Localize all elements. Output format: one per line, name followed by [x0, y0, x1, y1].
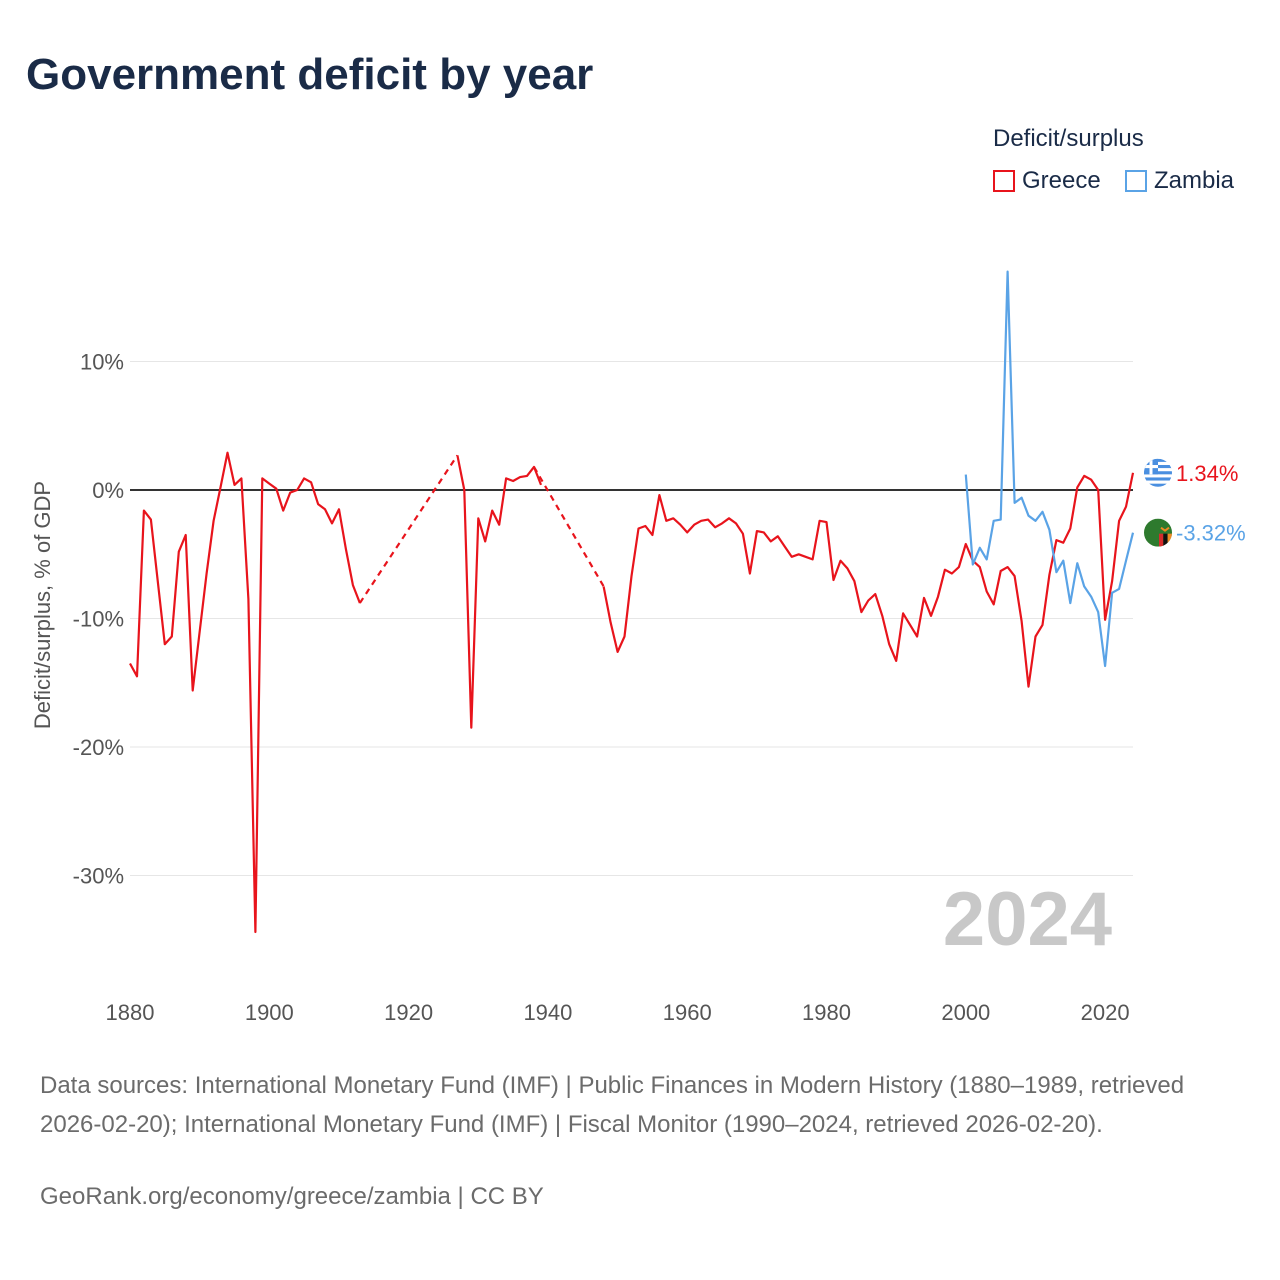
flag-greece-icon	[1144, 458, 1172, 487]
chart-title: Government deficit by year	[26, 50, 594, 99]
x-tick-label: 1940	[523, 1000, 572, 1025]
year-label: 2024	[943, 877, 1112, 962]
legend-swatch-greece	[993, 170, 1015, 192]
x-tick-label: 2000	[941, 1000, 990, 1025]
series-lines	[129, 270, 1135, 934]
end-markers: 1.34% -3.32%	[1144, 458, 1246, 547]
flag-zambia-icon	[1144, 518, 1172, 547]
x-tick-label: 1920	[384, 1000, 433, 1025]
legend-item-greece[interactable]: Greece	[993, 167, 1101, 195]
series-line-greece	[602, 472, 1135, 688]
x-tick-label: 1960	[663, 1000, 712, 1025]
series-line-greece	[456, 455, 543, 729]
y-tick-label: 10%	[80, 350, 124, 375]
credit-link[interactable]: GeoRank.org/economy/greece/zambia | CC B…	[40, 1183, 544, 1210]
x-tick-label: 1880	[106, 1000, 155, 1025]
x-tick-label: 2020	[1081, 1000, 1130, 1025]
y-tick-label: -10%	[73, 607, 124, 632]
y-tick-label: -30%	[73, 864, 124, 889]
series-line-zambia	[964, 270, 1135, 668]
legend-label-greece: Greece	[1022, 167, 1101, 194]
y-tick-label: -20%	[73, 735, 124, 760]
y-tick-label: 0%	[92, 478, 124, 503]
legend-label-zambia: Zambia	[1154, 167, 1235, 194]
legend-item-zambia[interactable]: Zambia	[1125, 167, 1234, 195]
end-label-greece: 1.34%	[1176, 461, 1238, 486]
y-axis-label: Deficit/surplus, % of GDP	[30, 481, 55, 729]
legend-swatch-zambia	[1125, 170, 1147, 192]
source-text: Data sources: International Monetary Fun…	[40, 1072, 1185, 1138]
series-gap-greece	[533, 466, 605, 587]
grid-lines	[130, 361, 1133, 876]
x-tick-label: 1980	[802, 1000, 851, 1025]
series-gap-greece	[358, 454, 459, 604]
end-label-zambia: -3.32%	[1176, 521, 1246, 546]
x-tick-label: 1900	[245, 1000, 294, 1025]
series-line-greece	[129, 451, 361, 934]
legend-title: Deficit/surplus	[993, 125, 1144, 152]
x-axis-ticks: 1880 1900 1920 1940 1960 1980 2000 2020	[106, 1000, 1130, 1025]
y-axis-ticks: 10% 0% -10% -20% -30%	[73, 350, 124, 889]
chart-plot: 10% 0% -10% -20% -30% 1880 1900 1920 1940 1960 19…	[30, 270, 1246, 1025]
